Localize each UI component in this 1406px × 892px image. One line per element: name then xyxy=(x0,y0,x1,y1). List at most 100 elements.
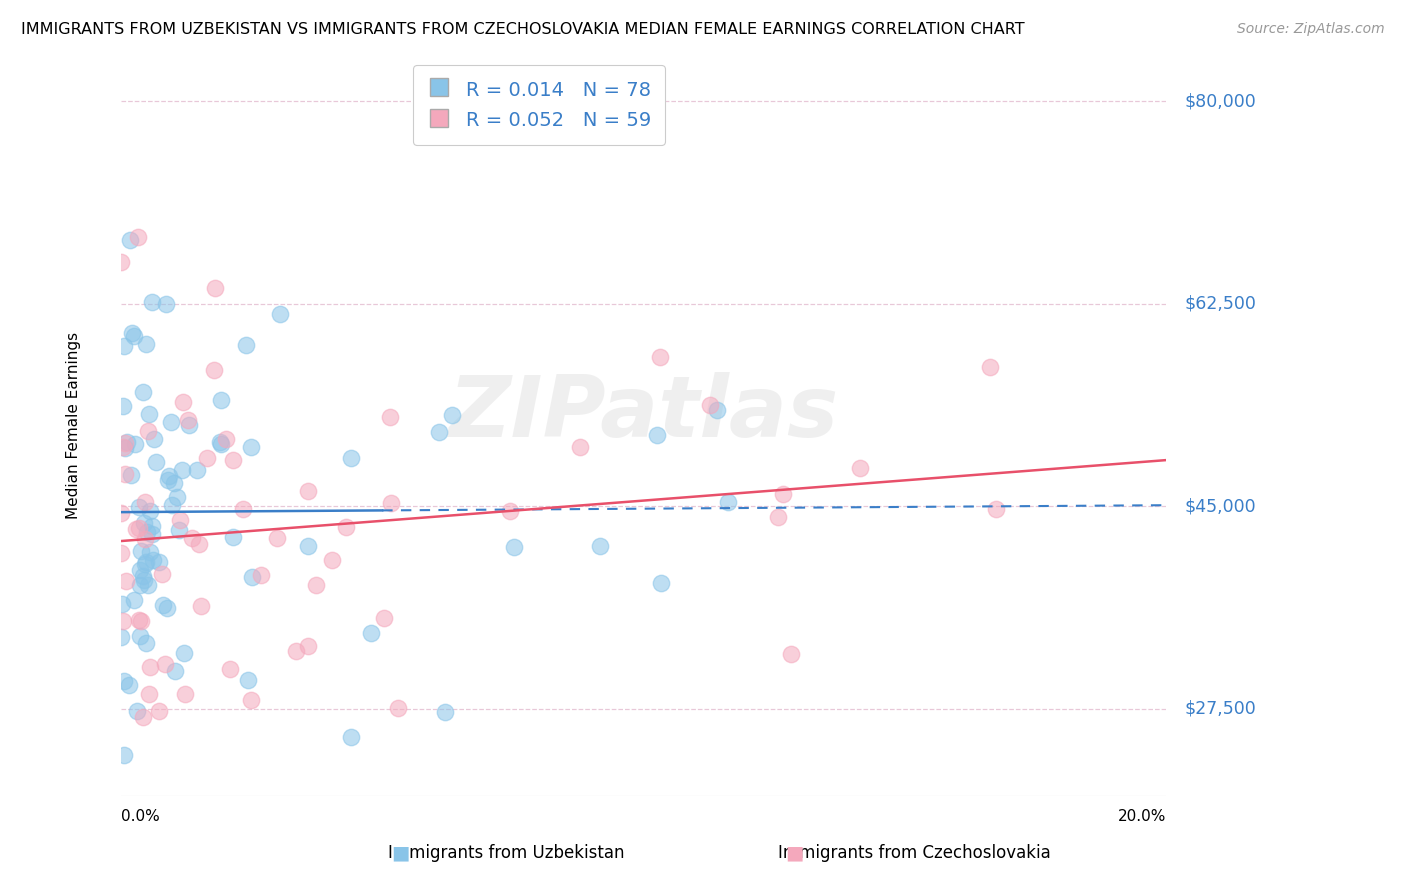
Point xyxy=(170,463,193,477)
Point xyxy=(181,531,204,545)
Point xyxy=(134,495,156,509)
Point xyxy=(186,463,208,477)
Point xyxy=(148,705,170,719)
Point xyxy=(427,425,450,440)
Point xyxy=(208,435,231,450)
Point xyxy=(305,577,328,591)
Point xyxy=(138,687,160,701)
Text: 0.0%: 0.0% xyxy=(121,809,159,824)
Point xyxy=(187,536,209,550)
Point xyxy=(132,574,155,588)
Point xyxy=(155,297,177,311)
Point xyxy=(127,230,149,244)
Point xyxy=(134,557,156,571)
Point xyxy=(121,326,143,340)
Point xyxy=(111,614,134,628)
Point xyxy=(114,574,136,589)
Point xyxy=(380,409,402,424)
Point xyxy=(173,646,195,660)
Point xyxy=(120,467,142,482)
Point xyxy=(138,545,160,559)
Point xyxy=(128,630,150,644)
Point xyxy=(195,451,218,466)
Point xyxy=(706,403,728,417)
Point xyxy=(650,575,672,590)
Point xyxy=(297,484,319,499)
Point xyxy=(190,599,212,613)
Text: ZIPatlas: ZIPatlas xyxy=(449,372,839,455)
Point xyxy=(204,363,226,377)
Point xyxy=(163,664,186,678)
Point xyxy=(979,359,1001,374)
Point xyxy=(128,521,150,535)
Point xyxy=(235,338,257,352)
Point xyxy=(115,435,138,450)
Point xyxy=(766,509,789,524)
Point xyxy=(284,644,307,658)
Point xyxy=(114,441,136,455)
Point xyxy=(125,522,148,536)
Point xyxy=(157,468,180,483)
Point xyxy=(135,555,157,569)
Point xyxy=(129,544,152,558)
Text: $27,500: $27,500 xyxy=(1185,700,1257,718)
Point xyxy=(112,400,135,414)
Point xyxy=(177,418,200,433)
Point xyxy=(269,307,291,321)
Point xyxy=(112,673,135,688)
Point xyxy=(239,692,262,706)
Point xyxy=(204,281,226,295)
Text: ■: ■ xyxy=(391,843,411,862)
Point xyxy=(159,415,181,429)
Point xyxy=(145,455,167,469)
Point xyxy=(118,678,141,692)
Point xyxy=(152,599,174,613)
Point xyxy=(848,461,870,475)
Point xyxy=(136,525,159,540)
Point xyxy=(699,398,721,412)
Point xyxy=(239,440,262,454)
Point xyxy=(433,706,456,720)
Point xyxy=(148,555,170,569)
Point xyxy=(122,592,145,607)
Point xyxy=(772,487,794,501)
Point xyxy=(177,413,200,427)
Point xyxy=(112,339,135,353)
Point xyxy=(222,452,245,467)
Point xyxy=(441,408,464,422)
Point xyxy=(569,440,592,454)
Point xyxy=(209,437,232,451)
Point xyxy=(139,504,162,518)
Point xyxy=(135,636,157,650)
Point xyxy=(114,435,136,450)
Point xyxy=(129,577,152,591)
Text: Source: ZipAtlas.com: Source: ZipAtlas.com xyxy=(1237,22,1385,37)
Point xyxy=(136,424,159,438)
Point xyxy=(132,568,155,582)
Point xyxy=(645,428,668,442)
Point xyxy=(157,473,180,487)
Point xyxy=(150,566,173,581)
Point xyxy=(717,494,740,508)
Point xyxy=(124,437,146,451)
Point xyxy=(129,563,152,577)
Point xyxy=(128,500,150,514)
Point xyxy=(135,337,157,351)
Point xyxy=(155,657,177,672)
Point xyxy=(297,540,319,554)
Point xyxy=(238,673,260,687)
Text: $62,500: $62,500 xyxy=(1185,295,1257,313)
Point xyxy=(169,512,191,526)
Point xyxy=(499,503,522,517)
Point xyxy=(222,530,245,544)
Point xyxy=(139,660,162,674)
Point xyxy=(780,647,803,661)
Point xyxy=(110,546,132,560)
Point xyxy=(339,730,361,744)
Legend: R = 0.014   N = 78, R = 0.052   N = 59: R = 0.014 N = 78, R = 0.052 N = 59 xyxy=(413,65,665,145)
Point xyxy=(266,531,288,545)
Point xyxy=(174,687,197,701)
Point xyxy=(360,626,382,640)
Point xyxy=(132,710,155,724)
Point xyxy=(335,520,357,534)
